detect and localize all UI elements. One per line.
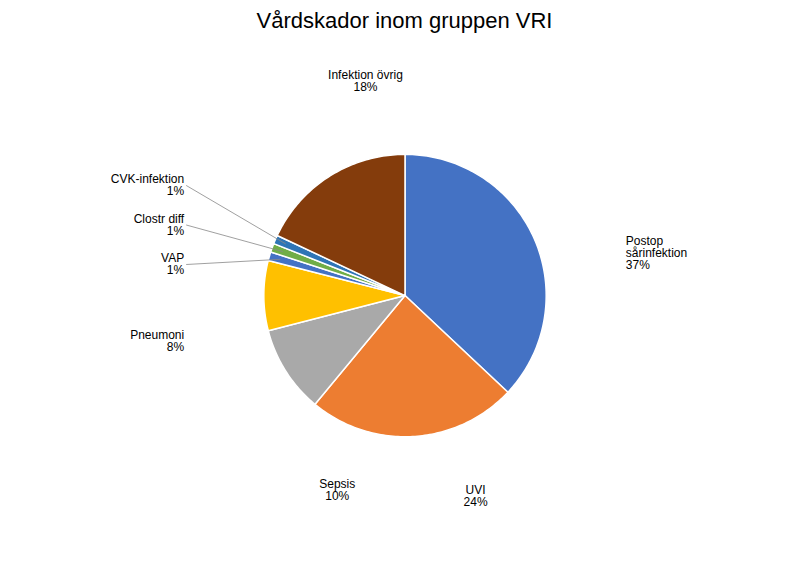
- svg-text:CVK-infektion1%: CVK-infektion1%: [111, 172, 185, 198]
- svg-text:Postopsårinfektion37%: Postopsårinfektion37%: [626, 234, 687, 272]
- svg-text:Pneumoni8%: Pneumoni8%: [130, 328, 184, 354]
- svg-text:VAP1%: VAP1%: [161, 251, 184, 277]
- svg-text:Clostr diff1%: Clostr diff1%: [134, 212, 185, 238]
- svg-text:Sepsis10%: Sepsis10%: [319, 477, 355, 503]
- svg-text:Infektion övrig18%: Infektion övrig18%: [328, 68, 403, 94]
- html-text:Vårdskador inom gruppen VRI: Vårdskador inom gruppen VRI: [256, 8, 553, 33]
- svg-text:UVI24%: UVI24%: [464, 483, 488, 509]
